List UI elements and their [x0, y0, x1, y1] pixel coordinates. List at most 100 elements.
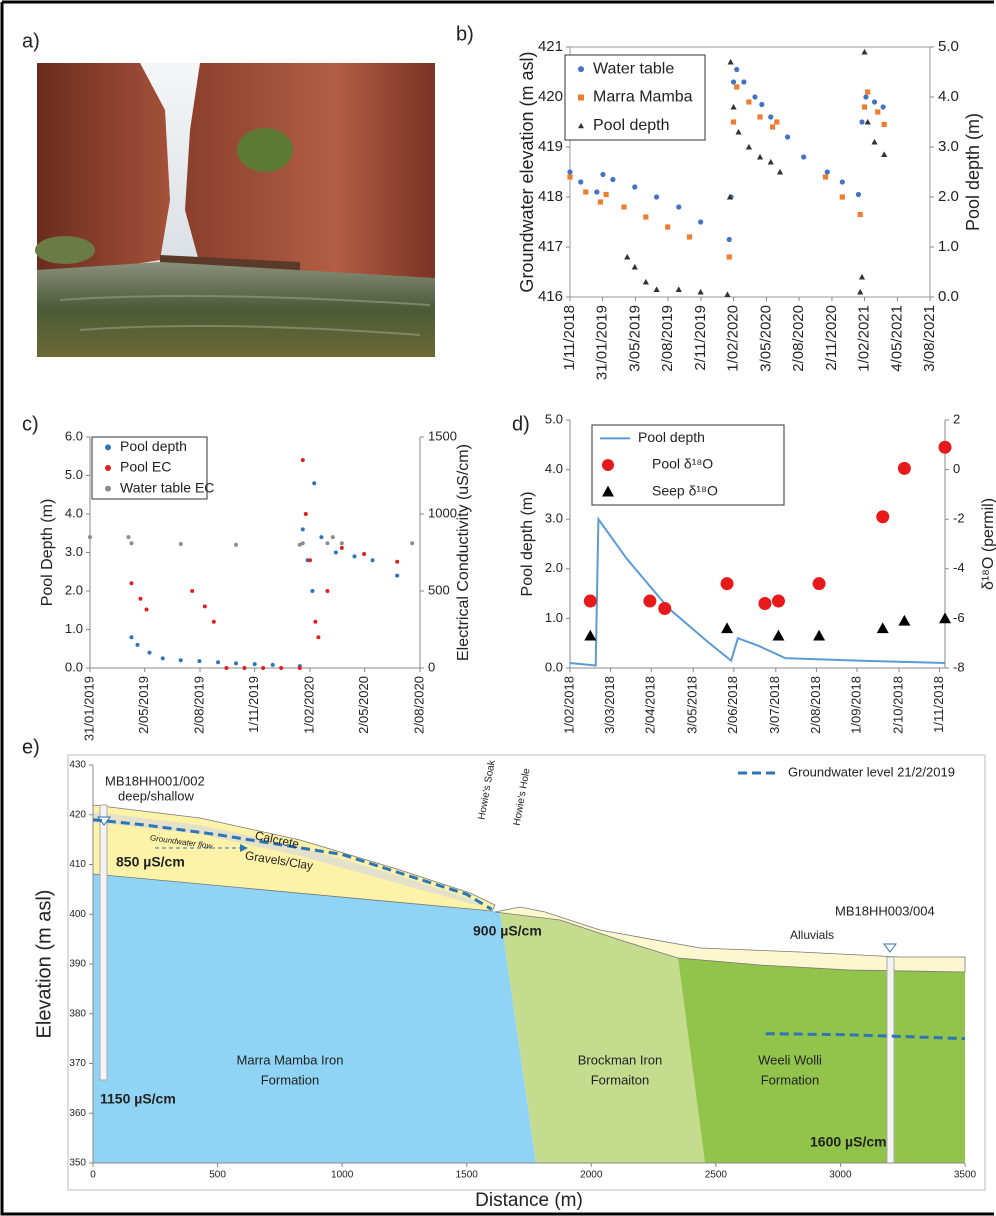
x-tick-label: 1500: [456, 1170, 479, 1181]
marker: [881, 121, 887, 128]
marker: [362, 552, 367, 557]
y2-tick-label: 2.0: [938, 188, 959, 205]
marker: [653, 286, 660, 292]
marker: [697, 288, 704, 295]
y2-tick-label: -8: [953, 659, 965, 674]
marker: [261, 666, 266, 670]
annotation: Howie's Hole: [512, 767, 533, 827]
marker: [698, 219, 704, 225]
marker: [178, 658, 183, 663]
marker: [600, 171, 606, 178]
x-tick-label: 2/06/2018: [725, 676, 740, 734]
marker: [863, 94, 869, 100]
marker: [578, 179, 584, 185]
x-tick-label: 1/11/2018: [561, 305, 578, 371]
marker: [333, 550, 338, 555]
annotation: MB18HH001/002: [105, 773, 205, 788]
marker: [234, 661, 239, 666]
marker: [631, 263, 638, 270]
legend-symbol: [578, 94, 584, 101]
legend-label: Pool depth: [638, 429, 705, 445]
marker: [759, 101, 765, 108]
x-tick-label: 3/05/2019: [626, 305, 643, 372]
marker: [178, 542, 183, 547]
legend-symbol: [105, 485, 111, 492]
marker: [312, 481, 317, 486]
marker: [857, 211, 863, 218]
y-tick-label: 4.0: [545, 461, 563, 476]
x-tick-label: 1/11/2018: [931, 676, 946, 733]
y2-tick-label: 1500: [428, 428, 457, 443]
marker: [938, 440, 952, 454]
marker: [410, 541, 415, 546]
annotation: Brockman Iron: [578, 1052, 663, 1067]
marker: [824, 169, 830, 175]
marker: [875, 109, 881, 115]
x-tick-label: 3/05/2020: [757, 305, 774, 372]
marker: [129, 581, 134, 586]
x-tick-label: 2/08/2019: [191, 676, 206, 734]
annotation: Alluvials: [790, 928, 834, 942]
legend-symbol: [578, 122, 584, 129]
marker: [567, 169, 573, 175]
x-tick-label: 1000: [331, 1170, 354, 1181]
y-tick-label: 418: [538, 188, 563, 205]
legend-label: Pool EC: [120, 459, 171, 475]
y-tick-label: 3.0: [545, 511, 563, 526]
panel-label: a): [22, 30, 40, 52]
x-tick-label: 0: [90, 1170, 96, 1181]
x-tick-label: 1/02/2020: [301, 676, 316, 734]
y-tick-label: 0.0: [545, 659, 563, 674]
marker: [839, 194, 845, 200]
marker: [395, 559, 400, 564]
x-tick-label: 3/05/2018: [685, 676, 700, 734]
x-tick-label: 2/04/2018: [643, 676, 658, 734]
y2-tick-label: 2: [953, 411, 960, 426]
marker: [632, 184, 638, 190]
x-axis-label: Distance (m): [475, 1190, 583, 1211]
y2-tick-label: 0: [953, 461, 960, 476]
y2-axis-label: Electrical Conductivity (uS/cm): [455, 444, 472, 661]
marker: [597, 199, 604, 205]
marker: [138, 596, 143, 601]
y-tick-label: 6.0: [65, 428, 83, 443]
y2-tick-label: 5.0: [938, 38, 959, 55]
x-tick-label: 3/03/2018: [602, 676, 617, 734]
y-tick-label: 420: [538, 88, 563, 105]
y2-tick-label: -4: [953, 560, 965, 575]
marker: [234, 542, 239, 547]
legend-label: Pool δ¹⁸O: [652, 456, 713, 472]
x-tick-label: 2/05/2020: [356, 676, 371, 734]
x-tick-label: 2/11/2019: [692, 305, 709, 371]
marker: [129, 635, 134, 640]
marker: [352, 554, 357, 559]
marker: [724, 291, 731, 297]
marker: [771, 594, 785, 608]
annotation: deep/shallow: [118, 788, 194, 803]
marker: [859, 119, 865, 125]
marker: [252, 662, 257, 667]
marker: [864, 118, 871, 125]
marker: [300, 541, 305, 546]
panel-label: b): [456, 23, 474, 45]
y-tick-label: 3.0: [65, 544, 83, 559]
y2-tick-label: 3.0: [938, 138, 959, 155]
y2-tick-label: 0: [428, 659, 435, 674]
x-tick-label: 2/08/2019: [659, 305, 676, 372]
y2-tick-label: -6: [953, 610, 965, 625]
y2-tick-label: 500: [428, 582, 450, 597]
x-tick-label: 2/10/2018: [890, 676, 905, 734]
legend-label: Groundwater level 21/2/2019: [788, 764, 955, 779]
annotation: 850 µS/cm: [116, 854, 185, 870]
marker: [876, 622, 889, 634]
y2-axis-label: δ¹⁸O (permil): [980, 498, 996, 590]
marker: [211, 619, 216, 624]
x-tick-label: 2500: [705, 1170, 728, 1181]
marker: [583, 189, 589, 195]
marker: [202, 604, 207, 609]
marker: [784, 134, 791, 140]
y-tick-label: 5.0: [65, 467, 83, 482]
marker: [745, 143, 753, 150]
marker: [665, 224, 671, 230]
